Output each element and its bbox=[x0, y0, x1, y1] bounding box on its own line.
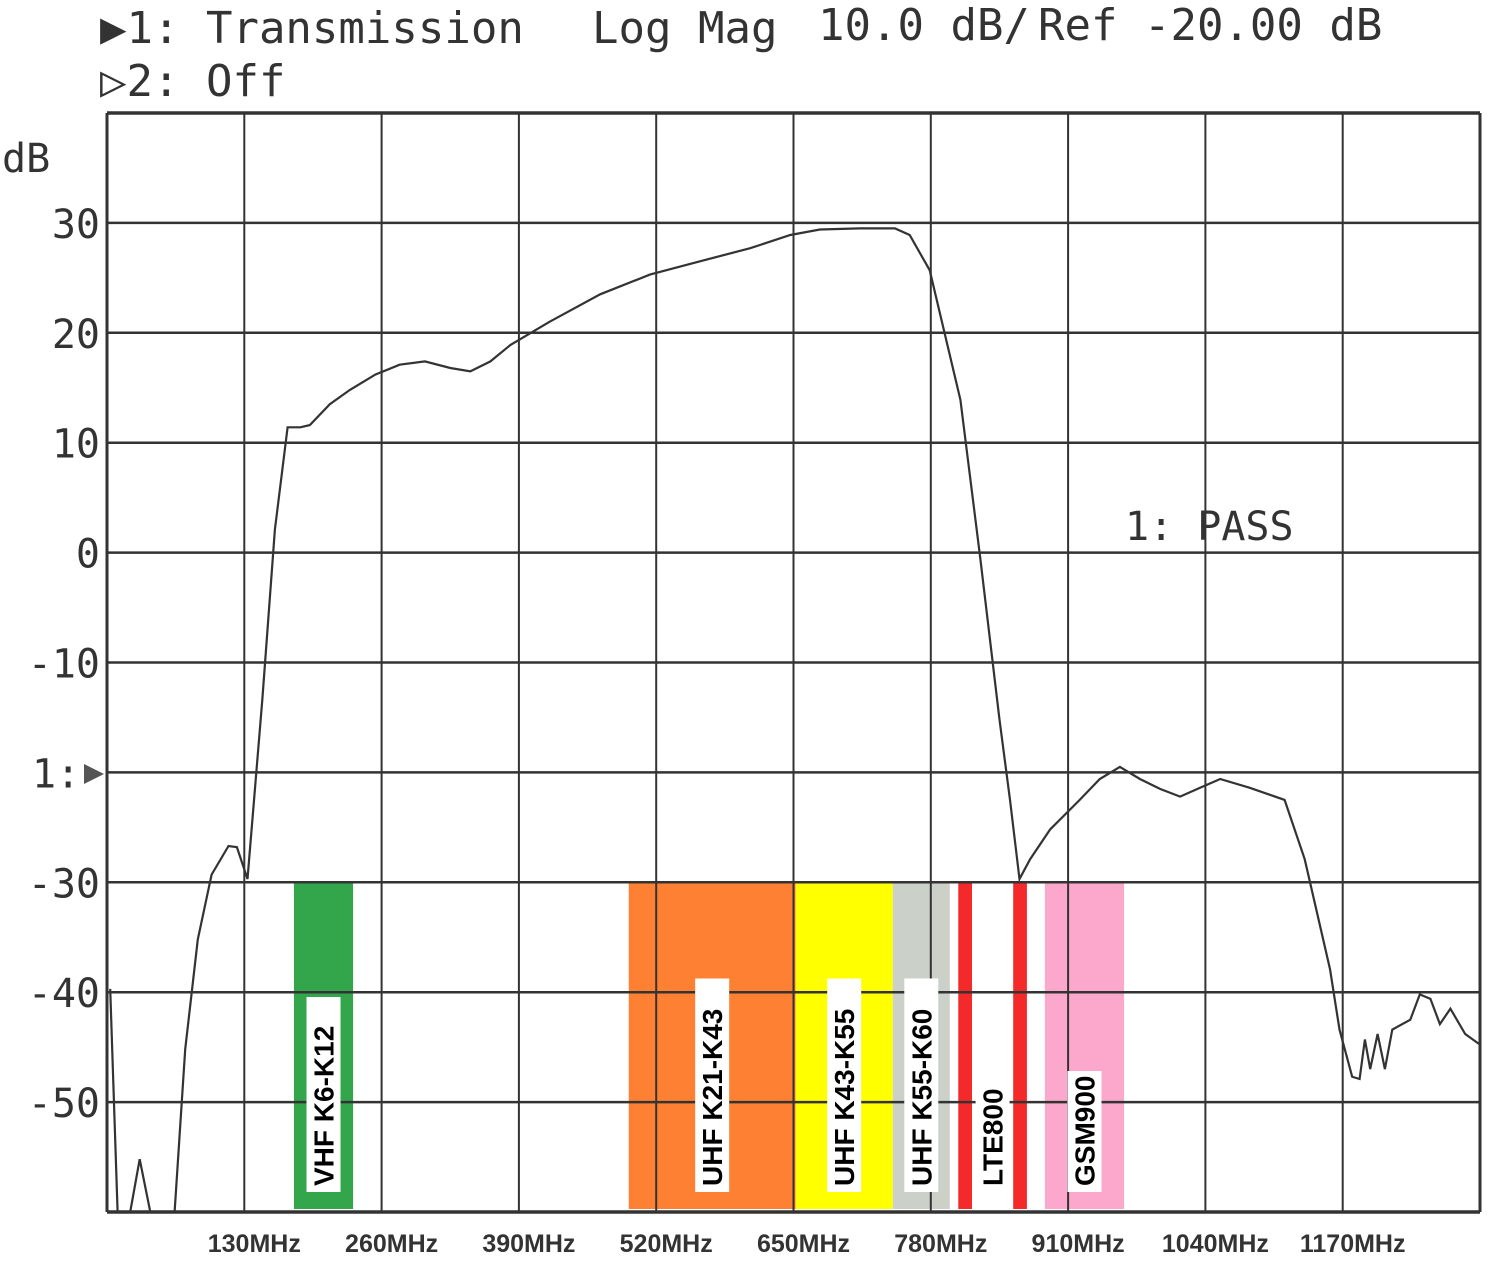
x-tick-label: 520MHz bbox=[620, 1230, 713, 1258]
band-label: UHF K55-K60 bbox=[906, 1009, 937, 1186]
x-tick-label: 1170MHz bbox=[1300, 1230, 1406, 1258]
y-tick-label: -40 bbox=[28, 971, 100, 1017]
trace-line bbox=[109, 227, 1480, 1214]
trace2-label: ▷2: Off bbox=[100, 56, 285, 107]
x-tick-label: 780MHz bbox=[894, 1230, 987, 1258]
ref-label: Ref -20.00 dB bbox=[1038, 0, 1382, 51]
band-label: LTE800 bbox=[978, 1088, 1009, 1186]
band-label: GSM900 bbox=[1069, 1076, 1100, 1187]
y-tick-label: -50 bbox=[28, 1081, 100, 1127]
x-tick-label: 390MHz bbox=[482, 1230, 575, 1258]
y-tick-label: 0 bbox=[76, 532, 100, 578]
x-tick-label: 1040MHz bbox=[1162, 1230, 1269, 1258]
pass-annotation: 1: PASS bbox=[1125, 504, 1294, 550]
band-label: UHF K43-K55 bbox=[829, 1009, 860, 1186]
y-tick-label: 20 bbox=[52, 312, 100, 358]
y-tick-labels: 30 20 10 0 -10 1: -30 -40 -50 bbox=[28, 202, 100, 1127]
x-tick-labels: 130MHz 260MHz 390MHz 520MHz 650MHz 780MHz 910M… bbox=[208, 1230, 1406, 1258]
scale-label: 10.0 dB/ bbox=[818, 0, 1030, 51]
y-tick-label: 30 bbox=[52, 202, 100, 248]
y-axis-label: dB bbox=[2, 136, 50, 182]
y-tick-label: -30 bbox=[28, 861, 100, 907]
band-lte800-edge-6 bbox=[1013, 882, 1027, 1209]
band-label: VHF K6-K12 bbox=[309, 1026, 340, 1186]
x-tick-label: 130MHz bbox=[208, 1230, 301, 1258]
trace1-label: ▶1: Transmission bbox=[100, 3, 524, 54]
y-tick-label: 10 bbox=[52, 422, 100, 468]
band-label-bg bbox=[1067, 1071, 1102, 1192]
band-labels: VHF K6-K12 UHF K21-K43 UHF K43-K55 UHF K55-… bbox=[306, 978, 1102, 1192]
y-tick-label: 1: bbox=[32, 751, 80, 797]
format-label: Log Mag bbox=[592, 3, 777, 54]
band-label: UHF K21-K43 bbox=[697, 1009, 728, 1186]
x-tick-label: 260MHz bbox=[345, 1230, 438, 1258]
x-tick-label: 910MHz bbox=[1032, 1230, 1125, 1258]
band-label-bg bbox=[695, 978, 730, 1192]
band-label-bg bbox=[975, 1071, 1010, 1192]
band-lte800-edge-4 bbox=[958, 882, 972, 1209]
x-tick-label: 650MHz bbox=[757, 1230, 850, 1258]
y-tick-label: -10 bbox=[28, 642, 100, 688]
band-label-bg bbox=[904, 978, 939, 1192]
reference-marker-icon bbox=[84, 764, 104, 784]
band-label-bg bbox=[306, 997, 341, 1192]
band-label-bg bbox=[827, 978, 862, 1192]
